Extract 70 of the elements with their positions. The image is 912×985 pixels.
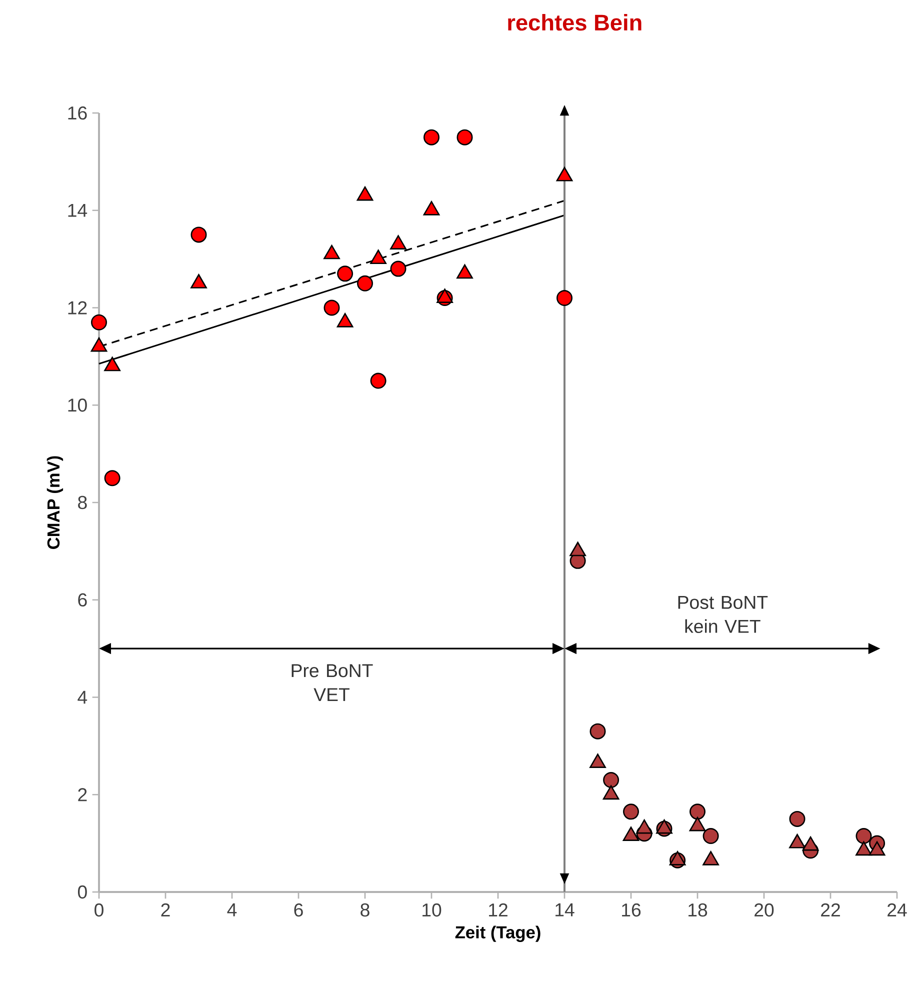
point <box>868 841 886 856</box>
point <box>324 244 340 260</box>
point <box>856 841 872 856</box>
y-axis-title: CMAP (mV) <box>46 456 64 549</box>
point <box>669 851 686 866</box>
y-tick-label: 16 <box>68 106 87 120</box>
x-axis-title: Zeit (Tage) <box>455 926 540 942</box>
point <box>390 260 406 277</box>
point <box>190 274 207 288</box>
x-tick-label: 20 <box>754 903 774 917</box>
point <box>370 250 386 264</box>
point <box>802 836 819 851</box>
x-tick-label: 14 <box>556 903 574 916</box>
y-tick-label: 12 <box>68 301 87 314</box>
point <box>190 226 207 243</box>
point <box>556 166 573 182</box>
point <box>689 804 706 820</box>
point <box>456 264 473 279</box>
point <box>104 470 120 486</box>
x-tick-label: 16 <box>622 903 641 917</box>
x-tick-label: 6 <box>294 903 303 917</box>
point <box>789 810 806 827</box>
x-tick-label: 2 <box>161 903 170 916</box>
x-tick-label: 22 <box>821 903 840 916</box>
point <box>689 816 706 832</box>
point <box>603 772 620 788</box>
chart-title: rechtes Bein <box>508 14 642 31</box>
point <box>590 723 606 740</box>
point <box>370 372 386 389</box>
x-tick-label: 8 <box>360 903 370 917</box>
x-tick-label: 18 <box>688 903 708 917</box>
point <box>602 785 620 800</box>
y-tick-label: 10 <box>68 398 87 412</box>
point <box>104 356 120 372</box>
point <box>702 828 719 844</box>
point <box>556 290 573 306</box>
point <box>390 235 406 250</box>
annotation: Pre BoNT VET <box>292 664 373 702</box>
point <box>356 186 374 201</box>
point <box>636 819 652 834</box>
x-tick-label: 10 <box>422 903 442 917</box>
point <box>656 819 672 834</box>
point <box>789 834 806 848</box>
y-tick-label: 0 <box>78 885 87 899</box>
x-tick-label: 4 <box>227 903 237 916</box>
point <box>336 313 354 328</box>
point <box>856 828 872 844</box>
x-tick-label: 0 <box>94 903 104 917</box>
y-tick-label: 14 <box>68 204 88 217</box>
point <box>423 201 440 216</box>
x-tick-label: 24 <box>888 903 907 916</box>
annotation: Post BoNT kein VET <box>678 596 768 633</box>
point <box>356 275 374 292</box>
point <box>90 314 108 330</box>
point <box>622 826 640 842</box>
point <box>702 851 719 866</box>
x-tick-label: 12 <box>489 903 508 916</box>
y-tick-label: 4 <box>78 690 88 704</box>
point <box>622 804 639 820</box>
point <box>590 754 606 768</box>
point <box>337 266 354 282</box>
point <box>90 337 108 352</box>
y-tick-label: 2 <box>78 788 87 802</box>
point <box>436 288 453 304</box>
point <box>570 542 586 556</box>
y-tick-label: 6 <box>78 593 87 606</box>
point <box>456 129 473 146</box>
y-tick-label: 8 <box>78 496 87 510</box>
point <box>324 300 340 316</box>
point <box>423 129 440 146</box>
